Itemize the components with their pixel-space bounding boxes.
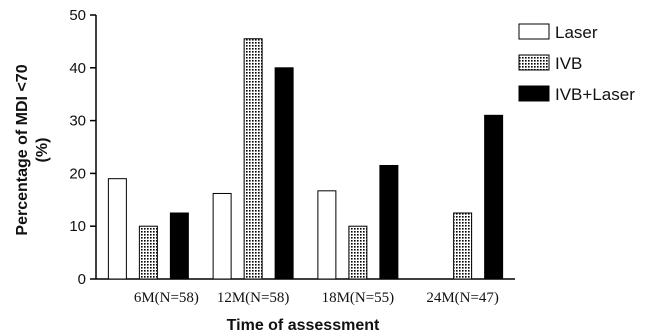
- y-tick-label: 10: [69, 218, 86, 235]
- y-tick-label: 30: [69, 113, 86, 130]
- legend-swatch: [518, 85, 550, 102]
- y-axis-title-line-1: Percentage of MDI <70: [14, 64, 31, 235]
- bar-ivb-1: [243, 38, 263, 280]
- bar-ivb-2: [348, 225, 368, 280]
- legend: Laser IVB IVB+Laser: [518, 23, 635, 104]
- category-labels: 6M(N=58) 12M(N=58) 18M(N=55) 24M(N=47): [134, 290, 499, 306]
- bar-laser-0: [107, 178, 127, 280]
- x-tick-label: 6M(N=58): [134, 290, 199, 306]
- y-axis-title-line-2: (%): [34, 138, 51, 163]
- y-tick-label: 0: [78, 271, 86, 288]
- axes: [90, 14, 515, 280]
- bar-laser-1: [212, 192, 232, 280]
- x-tick-label: 18M(N=55): [322, 290, 395, 306]
- bar-laser-2: [317, 190, 337, 280]
- x-tick-label: 24M(N=47): [426, 290, 499, 306]
- bar-ivb-3: [453, 212, 473, 280]
- y-tick-label: 50: [69, 7, 86, 24]
- y-axis-title: Percentage of MDI <70 (%): [14, 64, 51, 235]
- legend-label: Laser: [555, 23, 598, 42]
- bar-ivb-laser-3: [484, 114, 504, 280]
- legend-label: IVB: [555, 54, 582, 73]
- legend-swatch: [518, 54, 550, 71]
- legend-label: IVB+Laser: [555, 85, 635, 104]
- y-tick-label: 40: [69, 60, 86, 77]
- bar-ivb-laser-1: [274, 67, 294, 280]
- bar-ivb-laser-2: [379, 164, 399, 280]
- y-tick-label: 20: [69, 165, 86, 182]
- x-axis-title: Time of assessment: [227, 317, 380, 334]
- tick-labels: 0 10 20 30 40 50: [69, 7, 86, 288]
- bar-ivb-laser-0: [169, 212, 189, 280]
- bar-ivb-0: [138, 225, 158, 280]
- bars: [107, 38, 504, 280]
- legend-swatch: [518, 23, 550, 40]
- x-tick-label: 12M(N=58): [217, 290, 290, 306]
